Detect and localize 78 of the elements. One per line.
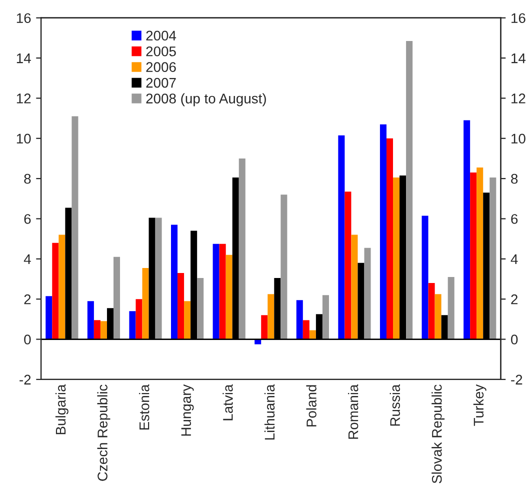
bar — [380, 124, 386, 340]
bar — [171, 224, 178, 340]
bar — [476, 168, 484, 340]
legend-label: 2005 — [146, 46, 176, 56]
bar — [490, 178, 496, 340]
y2-tick-label: 2 — [511, 294, 518, 304]
bar — [113, 256, 120, 340]
bar — [136, 299, 142, 340]
x-tick-label: Slovak Republic — [432, 384, 445, 484]
y-tick-label: 12 — [16, 94, 31, 104]
x-tick-label: Russia — [390, 384, 400, 426]
bar — [296, 300, 303, 340]
x-tick-label: Czech Republic — [97, 384, 110, 481]
y-tick-label: 10 — [16, 134, 31, 144]
bar — [448, 276, 454, 340]
bar — [238, 158, 246, 340]
legend-label: 2007 — [146, 78, 176, 88]
y-tick-label: 4 — [24, 254, 31, 264]
bar — [219, 244, 226, 340]
bar — [422, 216, 428, 340]
y2-tick-label: 16 — [512, 13, 526, 24]
bar — [178, 272, 184, 340]
bar — [52, 242, 59, 340]
bar — [386, 138, 394, 340]
bar — [87, 301, 94, 340]
y2-tick-label: 8 — [511, 174, 518, 184]
bar — [464, 120, 470, 340]
y2-tick-label: 6 — [511, 214, 518, 224]
x-tick-label: Latvia — [222, 384, 233, 420]
y2-tick-label: 12 — [512, 94, 526, 104]
bar — [364, 248, 371, 340]
y-tick-label: 8 — [24, 174, 31, 184]
bar — [129, 311, 136, 340]
bar — [184, 301, 191, 340]
bar — [428, 283, 435, 340]
y2-tick-label: -2 — [511, 374, 522, 384]
bar — [58, 234, 66, 340]
bar — [212, 244, 220, 340]
bar — [322, 295, 329, 340]
y-tick-label: 0 — [24, 334, 31, 344]
legend-label: 2008 (up to August) — [146, 93, 266, 106]
y2-tick-label: 10 — [512, 134, 526, 144]
bar — [94, 320, 100, 340]
x-tick-label: Bulgaria — [55, 384, 68, 434]
y-tick-label: 6 — [24, 214, 31, 224]
bar — [434, 294, 442, 340]
bar — [46, 296, 52, 340]
bar — [72, 116, 78, 340]
x-tick-label: Hungary — [181, 384, 194, 436]
y-tick-label: 2 — [24, 294, 31, 304]
bar — [351, 234, 358, 340]
bar — [142, 268, 149, 340]
y2-tick-label: 14 — [512, 54, 526, 64]
x-tick-label: Estonia — [139, 384, 150, 430]
x-tick-label: Romania — [348, 384, 358, 439]
legend-label: 2004 — [146, 30, 176, 41]
bar — [470, 172, 477, 340]
bar — [100, 321, 107, 340]
x-tick-label: Turkey — [473, 384, 486, 426]
bar — [344, 192, 352, 340]
bar — [226, 254, 232, 340]
bar — [338, 135, 345, 340]
bar — [393, 178, 400, 340]
bar — [261, 315, 268, 340]
bar — [197, 278, 204, 340]
legend-label: 2006 — [146, 62, 176, 72]
y2-tick-label: 0 — [511, 334, 518, 344]
y-tick-label: 14 — [16, 54, 31, 64]
bar — [268, 294, 274, 340]
bar — [302, 320, 310, 340]
y-tick-label: 16 — [16, 13, 31, 24]
bar — [406, 40, 413, 340]
bar — [280, 194, 288, 340]
bar — [155, 218, 162, 340]
y2-tick-label: 4 — [510, 254, 518, 264]
y-tick-label: -2 — [20, 374, 31, 384]
x-tick-label: Poland — [306, 385, 316, 426]
x-tick-label: Lithuania — [264, 384, 275, 440]
